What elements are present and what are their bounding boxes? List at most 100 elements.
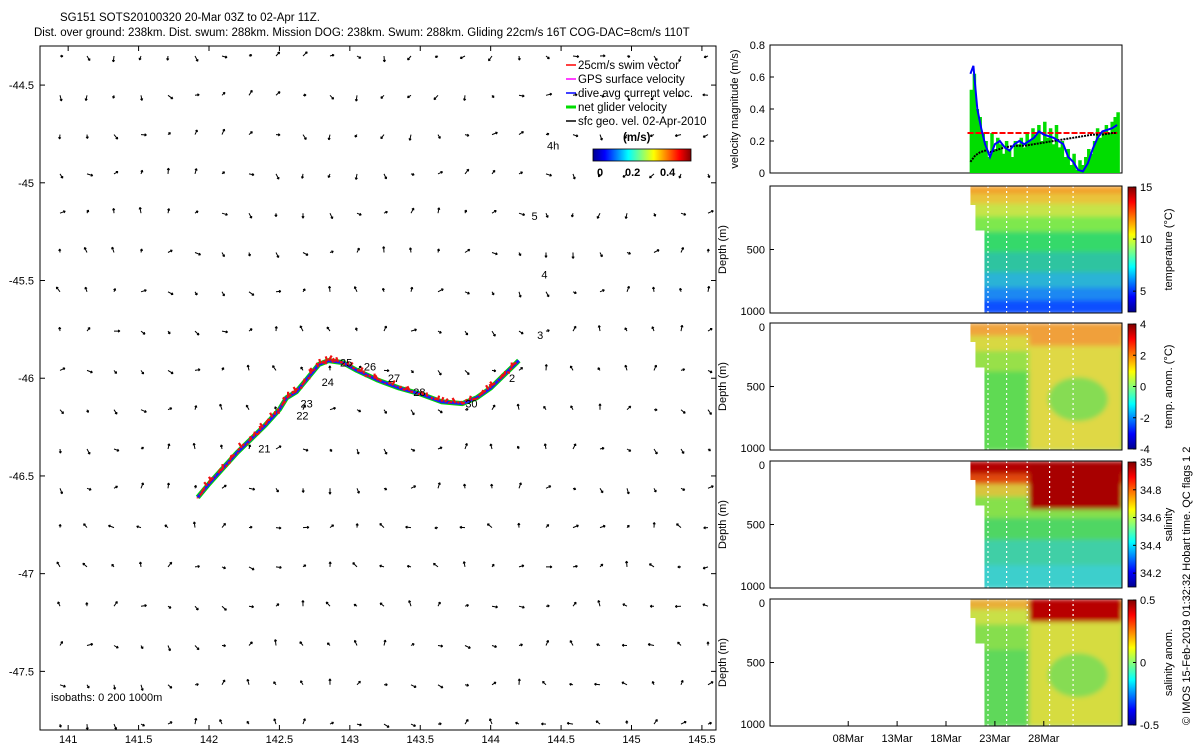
title-line-2: Dist. over ground: 238km. Dist. swum: 28… (34, 27, 690, 39)
temperature-colorbar-tick-label: 5 (1140, 286, 1146, 298)
title-line-1: SG151 SOTS20100320 20-Mar 03Z to 02-Apr … (60, 12, 320, 24)
temp-anom-ytick-label: 0 (759, 322, 765, 334)
temperature-panel: 500 1000 Depth (m) 5 10 15 temperature (°C) (717, 182, 1175, 318)
map-xtick-label: 142.5 (266, 734, 294, 746)
temp-anom-colorbar-tick-label: 2 (1140, 350, 1146, 362)
temperature-colorbar-tick-label: 15 (1140, 182, 1152, 194)
temperature-ylabel: Depth (m) (717, 225, 729, 274)
speed-colorbar: (m/s) 0 0.2 0.4 (592, 132, 692, 179)
date-tick-label: 08Mar (833, 733, 865, 745)
track-label: 30 (465, 399, 477, 411)
glider-track (195, 355, 521, 499)
section-panels: 500 1000 Depth (m) 5 10 15 temperature (°C) 0 50… (717, 182, 1175, 732)
salinity-colorbar (1127, 461, 1137, 588)
salinity-anom-panel: 0 500 1000 Depth (m) 0.5 0 -0.5 salinity anom. (717, 595, 1175, 732)
map-xtick-label: 143.5 (406, 734, 434, 746)
legend-swim-label: 25cm/s swim vector (578, 60, 679, 72)
track-label: 5 (532, 211, 538, 223)
track-label: 3 (537, 330, 543, 342)
temp-anom-colorbar-tick-label: 4 (1140, 319, 1146, 331)
map-ytick-label: -47 (18, 569, 34, 581)
temp-anom-panel: 0 500 1000 Depth (m) 4 2 0 -2 -4 temp. anom. (°C) (717, 319, 1175, 456)
track-label: 25 (340, 358, 352, 370)
temp-anom-field (970, 323, 1122, 450)
salinity-colorbar-tick-label: 34.8 (1140, 485, 1161, 497)
copyright-note: © IMOS 15-Feb-2019 01:32:32 Hobart time.… (1181, 447, 1193, 725)
temp-anom-ytick-label: 1000 (741, 443, 765, 455)
dac-velocity-series (969, 65, 1118, 173)
salinity-anom-colorbar-tick-label: 0 (1140, 658, 1146, 670)
salinity-anom-ylabel: Depth (m) (717, 638, 729, 687)
temperature-colorbar (1127, 186, 1137, 313)
salinity-anom-colorbar-label: salinity anom. (1163, 629, 1175, 696)
swim-vectors (196, 355, 517, 499)
legend-geo-label: sfc geo. vel. 02-Apr-2010 (578, 116, 707, 128)
date-tick-label: 23Mar (979, 733, 1011, 745)
map-ytick-label: -46.5 (9, 471, 34, 483)
map-legend: 25cm/s swim vector GPS surface velocity … (566, 60, 707, 128)
temperature-ytick-label: 500 (747, 245, 765, 257)
salinity-field (970, 461, 1122, 588)
temp-anom-colorbar-tick-label: 0 (1140, 382, 1146, 394)
date-tick-label: 28Mar (1028, 733, 1060, 745)
salinity-panel: 0 500 1000 Depth (m) 35 34.8 34.6 34.4 34.2 salin… (717, 457, 1175, 593)
salinity-anom-colorbar-tick-label: -0.5 (1140, 720, 1159, 732)
speed-colorbar-tick-1: 0.2 (625, 167, 640, 179)
map-ytick-label: -46 (18, 373, 34, 385)
speed-colorbar-tick-0: 0 (597, 167, 603, 179)
salinity-colorbar-tick-label: 34.4 (1140, 540, 1161, 552)
salinity-anom-field (970, 599, 1122, 726)
map-panel: 141 141.5 142 142.5 143 143.5 144 144.5 145 145.5… (9, 45, 717, 746)
salinity-colorbar-label: salinity (1163, 507, 1175, 541)
map-xtick-label: 144 (481, 734, 499, 746)
map-ytick-label: -45.5 (9, 276, 34, 288)
map-xtick-label: 141.5 (125, 734, 153, 746)
velocity-ytick-label: 0.2 (750, 136, 765, 148)
salinity-anom-ytick-label: 1000 (741, 719, 765, 731)
temp-anom-ytick-label: 500 (747, 382, 765, 394)
map-xtick-label: 145 (622, 734, 640, 746)
salinity-colorbar-tick-label: 35 (1140, 457, 1152, 469)
track-label: 26 (364, 361, 376, 373)
salinity-colorbar-tick-label: 34.6 (1140, 513, 1161, 525)
velocity-ylabel: velocity magnitude (m/s) (729, 49, 741, 168)
track-label: 28 (413, 387, 425, 399)
salinity-colorbar-tick-label: 34.2 (1140, 568, 1161, 580)
map-xtick-label: 143 (341, 734, 359, 746)
track-label: 27 (388, 373, 400, 385)
geostrophic-vectors (55, 51, 714, 730)
date-axis: 08Mar 13Mar 18Mar 23Mar 28Mar (833, 721, 1060, 745)
map-xtick-label: 145.5 (688, 734, 716, 746)
track-label: 2 (509, 373, 515, 385)
temperature-colorbar-label: temperature (°C) (1163, 208, 1175, 290)
legend-dac-label: dive avg current veloc. (578, 88, 693, 100)
velocity-lines (967, 65, 1120, 173)
velocity-ytick-label: 0.4 (750, 104, 765, 116)
isobaths-label: isobaths: 0 200 1000m (51, 692, 162, 704)
track-label: 21 (258, 443, 270, 455)
velocity-ticks: 0 0.2 0.4 0.6 0.8 (750, 40, 774, 180)
velocity-panel: 0 0.2 0.4 0.6 0.8 velocity magnitude (m/s) (729, 40, 1123, 180)
salinity-anom-ytick-label: 0 (759, 598, 765, 610)
speed-colorbar-title: (m/s) (623, 132, 651, 144)
velocity-ytick-label: 0 (759, 168, 765, 180)
map-ytick-label: -44.5 (9, 80, 34, 92)
legend-gps-label: GPS surface velocity (578, 74, 685, 86)
map-xtick-label: 141 (59, 734, 77, 746)
temp-anom-colorbar-label: temp. anom. (°C) (1163, 345, 1175, 429)
track-label: 4h (547, 141, 559, 153)
temp-anom-colorbar-tick-label: -2 (1140, 413, 1150, 425)
salinity-anom-ytick-label: 500 (747, 658, 765, 670)
track-label: 4 (541, 270, 547, 282)
geo-velocity-series (969, 132, 1118, 163)
geostrophic-vector-field (55, 51, 714, 730)
salinity-ylabel: Depth (m) (717, 500, 729, 549)
salinity-ytick-label: 0 (759, 460, 765, 472)
temp-anom-colorbar-tick-label: -4 (1140, 444, 1150, 456)
temperature-colorbar-tick-label: 10 (1140, 234, 1152, 246)
speed-colorbar-tick-2: 0.4 (660, 167, 676, 179)
track-label: 23 (301, 399, 313, 411)
map-ytick-label: -47.5 (9, 666, 34, 678)
